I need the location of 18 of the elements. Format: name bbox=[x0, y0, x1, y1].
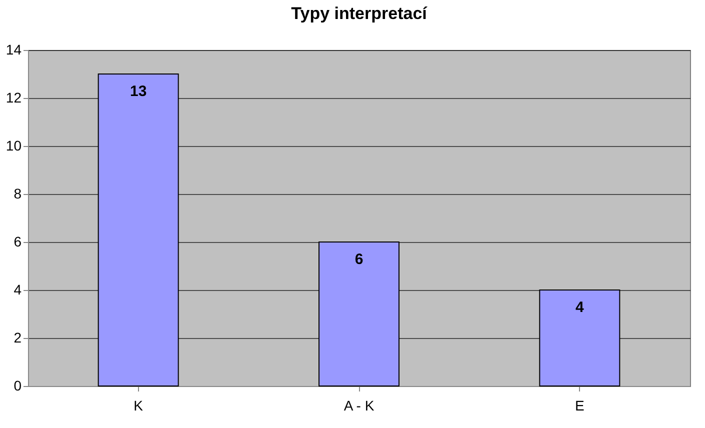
x-tick-label: E bbox=[574, 398, 584, 414]
y-tick-label: 4 bbox=[14, 282, 22, 298]
bar bbox=[318, 242, 400, 386]
y-tick-label: 8 bbox=[14, 186, 22, 202]
bar bbox=[539, 290, 620, 386]
x-tick-label: A - K bbox=[344, 398, 375, 414]
y-tick-label: 2 bbox=[14, 330, 22, 346]
data-label: 4 bbox=[575, 299, 584, 316]
y-tick-label: 14 bbox=[6, 42, 22, 58]
y-tick-label: 12 bbox=[6, 90, 22, 106]
bar bbox=[98, 74, 179, 386]
x-tick-label: K bbox=[134, 398, 144, 414]
y-tick-label: 0 bbox=[14, 378, 22, 394]
data-label: 6 bbox=[354, 251, 364, 268]
data-label: 13 bbox=[130, 83, 147, 100]
chart-title: Typy interpretací bbox=[291, 4, 428, 23]
y-tick-label: 10 bbox=[6, 138, 22, 154]
y-tick-label: 6 bbox=[14, 234, 22, 250]
